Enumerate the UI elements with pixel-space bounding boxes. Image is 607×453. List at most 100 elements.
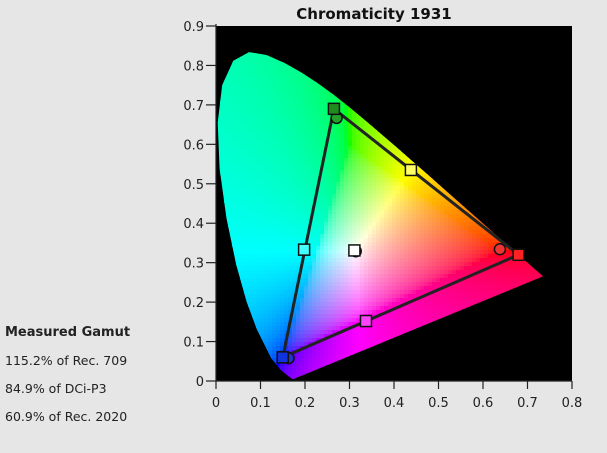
locus-color-cell (268, 218, 273, 223)
locus-color-cell (256, 254, 261, 259)
locus-color-cell (328, 162, 333, 167)
locus-color-cell (236, 126, 241, 131)
locus-color-cell (224, 206, 229, 211)
locus-color-cell (276, 58, 281, 63)
locus-color-cell (228, 138, 233, 143)
locus-color-cell (424, 182, 429, 187)
locus-color-cell (260, 210, 265, 215)
locus-color-cell (416, 258, 421, 263)
locus-color-cell (217, 122, 221, 127)
locus-color-cell (240, 130, 245, 135)
locus-color-cell (476, 250, 481, 255)
locus-color-cell (256, 118, 261, 123)
locus-color-cell (340, 134, 345, 139)
locus-color-cell (268, 234, 273, 239)
locus-color-cell (388, 202, 393, 207)
locus-color-cell (376, 186, 381, 191)
locus-color-cell (304, 118, 309, 123)
locus-color-cell (412, 202, 417, 207)
locus-color-cell (384, 174, 389, 179)
locus-color-cell (228, 78, 233, 83)
locus-color-cell (296, 178, 301, 183)
locus-color-cell (348, 198, 353, 203)
locus-color-cell (408, 226, 413, 231)
locus-color-cell (284, 98, 289, 103)
locus-color-cell (388, 198, 393, 203)
locus-color-cell (344, 134, 349, 139)
locus-color-cell (316, 174, 321, 179)
locus-color-cell (220, 182, 225, 187)
locus-color-cell (244, 254, 249, 259)
locus-color-cell (288, 234, 293, 239)
locus-color-cell (384, 182, 389, 187)
locus-color-cell (328, 214, 333, 219)
locus-color-cell (412, 210, 417, 215)
locus-color-cell (308, 150, 313, 155)
locus-color-cell (476, 218, 481, 223)
locus-color-cell (352, 142, 357, 147)
locus-color-cell (228, 230, 233, 235)
locus-color-cell (284, 222, 289, 227)
locus-color-cell (344, 214, 349, 219)
locus-color-cell (280, 210, 285, 215)
locus-color-cell (400, 254, 405, 259)
locus-color-cell (416, 214, 421, 219)
locus-color-cell (264, 74, 269, 79)
locus-color-cell (236, 206, 241, 211)
locus-color-cell (256, 182, 261, 187)
locus-color-cell (300, 110, 305, 115)
locus-color-cell (420, 226, 425, 231)
locus-color-cell (344, 226, 349, 231)
locus-color-cell (296, 122, 301, 127)
locus-color-cell (392, 258, 397, 263)
locus-color-cell (464, 258, 469, 263)
locus-color-cell (388, 246, 393, 251)
locus-color-cell (236, 246, 241, 251)
locus-color-cell (324, 206, 329, 211)
locus-color-cell (348, 234, 353, 239)
locus-color-cell (296, 78, 301, 83)
locus-color-cell (312, 154, 317, 159)
locus-color-cell (224, 162, 229, 167)
locus-color-cell (380, 202, 385, 207)
locus-color-cell (284, 230, 289, 235)
locus-color-cell (296, 218, 301, 223)
locus-color-cell (364, 190, 369, 195)
locus-color-cell (268, 138, 273, 143)
locus-color-cell (352, 174, 357, 179)
locus-color-cell (384, 250, 389, 255)
locus-color-cell (288, 102, 293, 107)
locus-color-cell (352, 190, 357, 195)
locus-color-cell (316, 194, 321, 199)
locus-color-cell (412, 250, 417, 255)
locus-color-cell (336, 174, 341, 179)
locus-color-cell (240, 218, 245, 223)
locus-color-cell (408, 218, 413, 223)
locus-color-cell (276, 126, 281, 131)
locus-color-cell (356, 174, 361, 179)
locus-color-cell (236, 174, 241, 179)
locus-color-cell (308, 78, 313, 83)
locus-color-cell (376, 218, 381, 223)
locus-color-cell (240, 162, 245, 167)
locus-color-cell (316, 234, 321, 239)
locus-color-cell (280, 194, 285, 199)
locus-color-cell (288, 74, 293, 79)
locus-color-cell (324, 118, 329, 123)
locus-color-cell (244, 170, 249, 175)
locus-color-cell (308, 142, 313, 147)
locus-color-cell (288, 142, 293, 147)
locus-color-cell (300, 98, 305, 103)
locus-color-cell (300, 190, 305, 195)
locus-color-cell (464, 254, 469, 259)
locus-color-cell (300, 122, 305, 127)
locus-color-cell (268, 254, 273, 259)
locus-color-cell (388, 258, 393, 263)
locus-color-cell (324, 230, 329, 235)
locus-color-cell (344, 202, 349, 207)
locus-color-cell (312, 238, 317, 243)
locus-color-cell (308, 146, 313, 151)
locus-color-cell (320, 178, 325, 183)
locus-color-cell (236, 198, 241, 203)
locus-color-cell (256, 98, 261, 103)
